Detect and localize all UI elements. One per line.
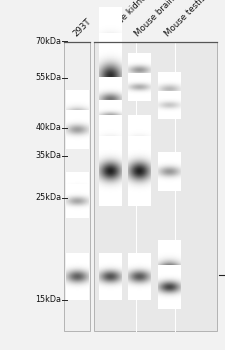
Bar xyxy=(64,42,90,331)
Text: 40kDa: 40kDa xyxy=(35,123,61,132)
Text: 15kDa: 15kDa xyxy=(35,295,61,304)
Text: 35kDa: 35kDa xyxy=(35,151,61,160)
Text: 25kDa: 25kDa xyxy=(35,193,61,202)
Text: Mouse brain: Mouse brain xyxy=(133,0,176,38)
Text: 55kDa: 55kDa xyxy=(35,73,61,82)
Bar xyxy=(93,42,216,331)
Text: Mouse kidney: Mouse kidney xyxy=(104,0,152,38)
Text: Mouse testis: Mouse testis xyxy=(162,0,207,38)
Text: 70kDa: 70kDa xyxy=(35,37,61,46)
Text: 293T: 293T xyxy=(71,17,92,38)
